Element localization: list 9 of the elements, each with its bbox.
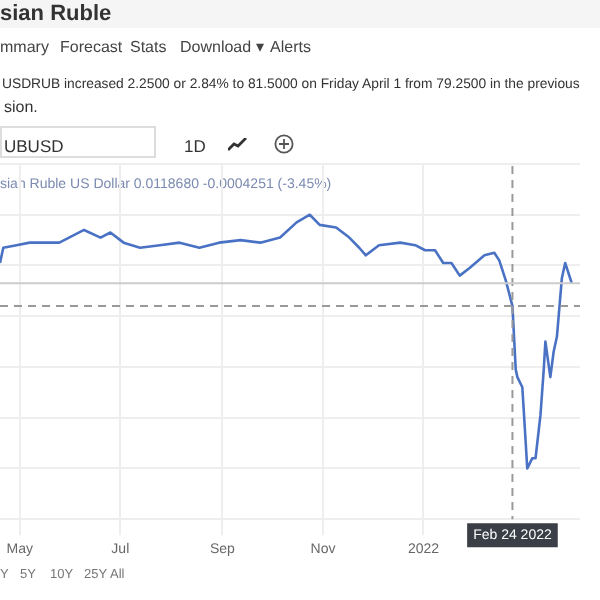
text: 1D — [184, 136, 206, 156]
text: Download ▾ — [180, 38, 264, 56]
text: sion. — [4, 98, 38, 116]
text: Forecast — [60, 38, 123, 56]
text: Alerts — [270, 38, 311, 56]
text: mmary — [0, 38, 49, 56]
chart-title: sian Ruble — [0, 2, 112, 26]
text: UBUSD — [4, 136, 64, 156]
text: Stats — [130, 38, 167, 56]
